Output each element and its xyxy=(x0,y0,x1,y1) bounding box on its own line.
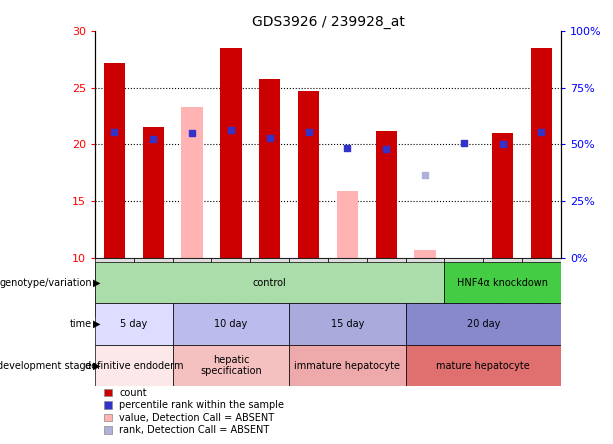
Bar xyxy=(298,91,319,258)
Bar xyxy=(134,258,173,317)
Bar xyxy=(406,303,561,345)
Text: GSM624095: GSM624095 xyxy=(382,261,390,315)
Bar xyxy=(492,133,513,258)
Bar xyxy=(181,107,203,258)
Text: definitive endoderm: definitive endoderm xyxy=(85,361,183,371)
Bar xyxy=(173,258,211,317)
Bar xyxy=(367,258,406,317)
Text: 15 day: 15 day xyxy=(330,319,364,329)
Bar xyxy=(104,63,125,258)
Bar xyxy=(328,258,367,317)
Text: GSM624094: GSM624094 xyxy=(343,261,352,315)
Text: GSM624100: GSM624100 xyxy=(537,261,546,315)
Bar xyxy=(483,258,522,317)
Bar xyxy=(414,250,436,258)
Point xyxy=(498,141,508,148)
Bar xyxy=(376,131,397,258)
Text: HNF4α knockdown: HNF4α knockdown xyxy=(457,278,548,288)
Bar xyxy=(522,258,561,317)
Text: GSM624090: GSM624090 xyxy=(226,261,235,315)
Bar xyxy=(173,303,289,345)
Text: control: control xyxy=(253,278,287,288)
Text: GSM624087: GSM624087 xyxy=(149,261,158,315)
Point xyxy=(303,128,313,135)
Bar xyxy=(143,127,164,258)
Bar xyxy=(289,258,328,317)
Bar xyxy=(259,79,280,258)
Text: GSM624096: GSM624096 xyxy=(421,261,430,315)
Point xyxy=(187,130,197,137)
Text: GSM624086: GSM624086 xyxy=(110,261,119,315)
Bar xyxy=(406,345,561,386)
Text: GSM624098: GSM624098 xyxy=(459,261,468,315)
Bar xyxy=(95,345,173,386)
Text: mature hepatocyte: mature hepatocyte xyxy=(436,361,530,371)
Text: 5 day: 5 day xyxy=(120,319,148,329)
Text: GSM624092: GSM624092 xyxy=(304,261,313,315)
Point xyxy=(381,145,391,152)
Text: ▶: ▶ xyxy=(93,278,101,288)
Bar xyxy=(173,345,289,386)
Point xyxy=(265,134,275,141)
Bar xyxy=(444,258,483,317)
Point xyxy=(148,135,158,142)
Bar xyxy=(95,303,173,345)
Point xyxy=(110,128,120,135)
Bar xyxy=(289,345,406,386)
Text: GSM624089: GSM624089 xyxy=(188,261,197,315)
Text: immature hepatocyte: immature hepatocyte xyxy=(294,361,400,371)
Text: genotype/variation: genotype/variation xyxy=(0,278,92,288)
Text: ▶: ▶ xyxy=(93,319,101,329)
Bar xyxy=(406,258,444,317)
Point xyxy=(536,128,546,135)
Bar xyxy=(531,48,552,258)
Text: GSM624091: GSM624091 xyxy=(265,261,274,315)
Bar xyxy=(289,303,406,345)
Text: 20 day: 20 day xyxy=(466,319,500,329)
Text: ▶: ▶ xyxy=(93,361,101,371)
Bar xyxy=(444,262,561,303)
Bar xyxy=(95,262,444,303)
Text: 10 day: 10 day xyxy=(215,319,248,329)
Legend: count, percentile rank within the sample, value, Detection Call = ABSENT, rank, : count, percentile rank within the sample… xyxy=(100,384,288,439)
Point xyxy=(420,171,430,178)
Bar xyxy=(250,258,289,317)
Title: GDS3926 / 239928_at: GDS3926 / 239928_at xyxy=(251,15,405,29)
Text: GSM624099: GSM624099 xyxy=(498,261,507,315)
Text: hepatic
specification: hepatic specification xyxy=(200,355,262,377)
Bar xyxy=(220,48,242,258)
Bar xyxy=(95,258,134,317)
Point xyxy=(459,139,469,147)
Point xyxy=(226,126,236,133)
Bar xyxy=(211,258,250,317)
Bar xyxy=(337,191,358,258)
Text: time: time xyxy=(70,319,92,329)
Text: development stage: development stage xyxy=(0,361,92,371)
Point xyxy=(343,144,352,151)
